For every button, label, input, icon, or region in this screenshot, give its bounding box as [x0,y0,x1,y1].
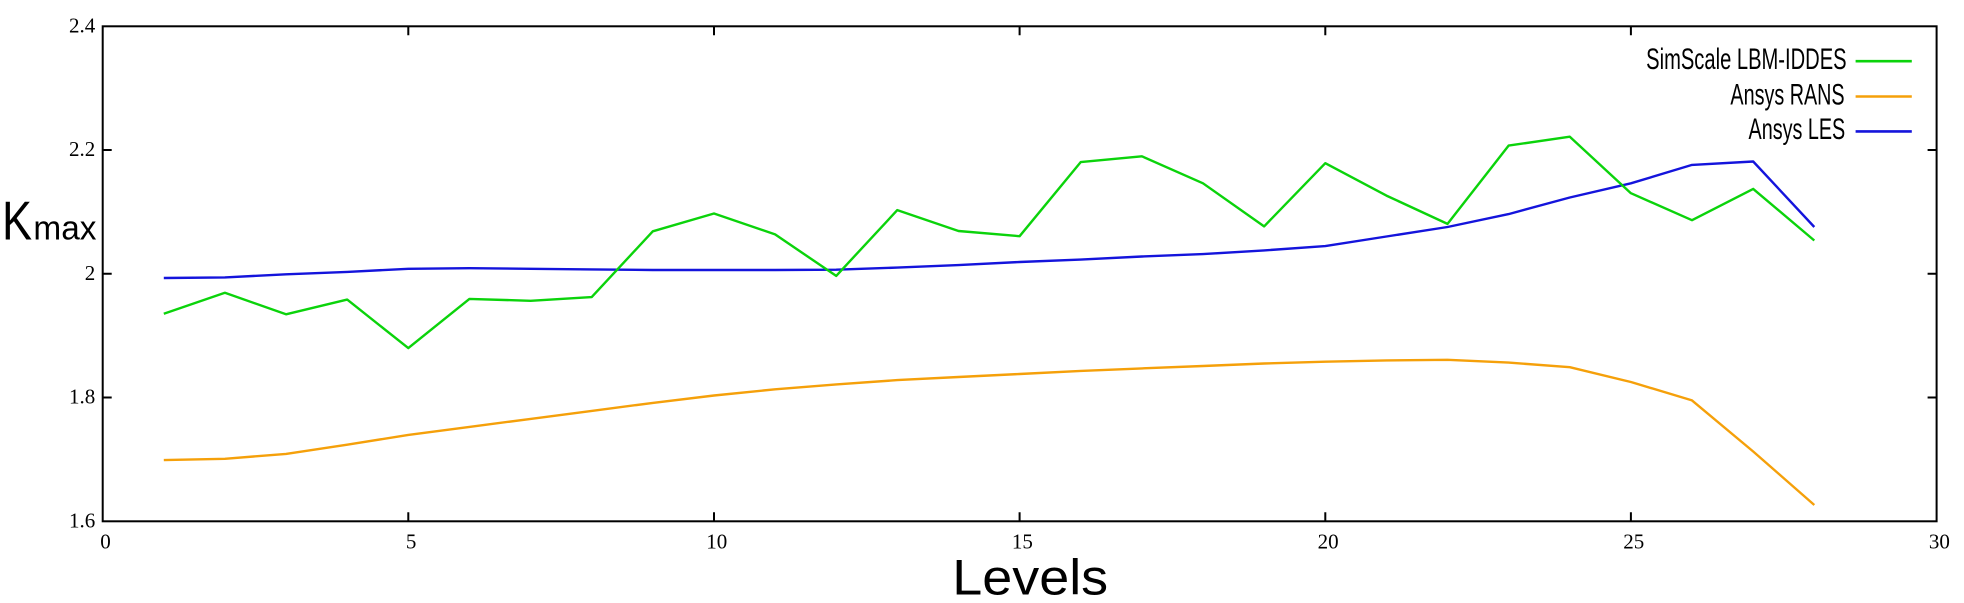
svg-text:25: 25 [1623,530,1644,554]
svg-text:10: 10 [706,530,727,554]
svg-text:Levels: Levels [952,550,1108,598]
svg-text:max: max [33,209,96,248]
svg-text:Ansys LES: Ansys LES [1749,113,1846,146]
svg-text:Ansys RANS: Ansys RANS [1730,78,1844,111]
svg-text:2: 2 [85,261,96,285]
svg-text:5: 5 [406,530,417,554]
svg-text:2.2: 2.2 [69,137,95,161]
svg-text:2.4: 2.4 [69,13,96,37]
svg-text:SimScale LBM-IDDES: SimScale LBM-IDDES [1646,43,1846,76]
svg-text:0: 0 [100,530,111,554]
svg-text:15: 15 [1012,530,1033,554]
svg-text:K: K [2,189,32,251]
svg-text:1.8: 1.8 [69,385,95,409]
svg-text:20: 20 [1318,530,1339,554]
svg-text:30: 30 [1929,530,1950,554]
svg-text:1.6: 1.6 [69,508,95,532]
